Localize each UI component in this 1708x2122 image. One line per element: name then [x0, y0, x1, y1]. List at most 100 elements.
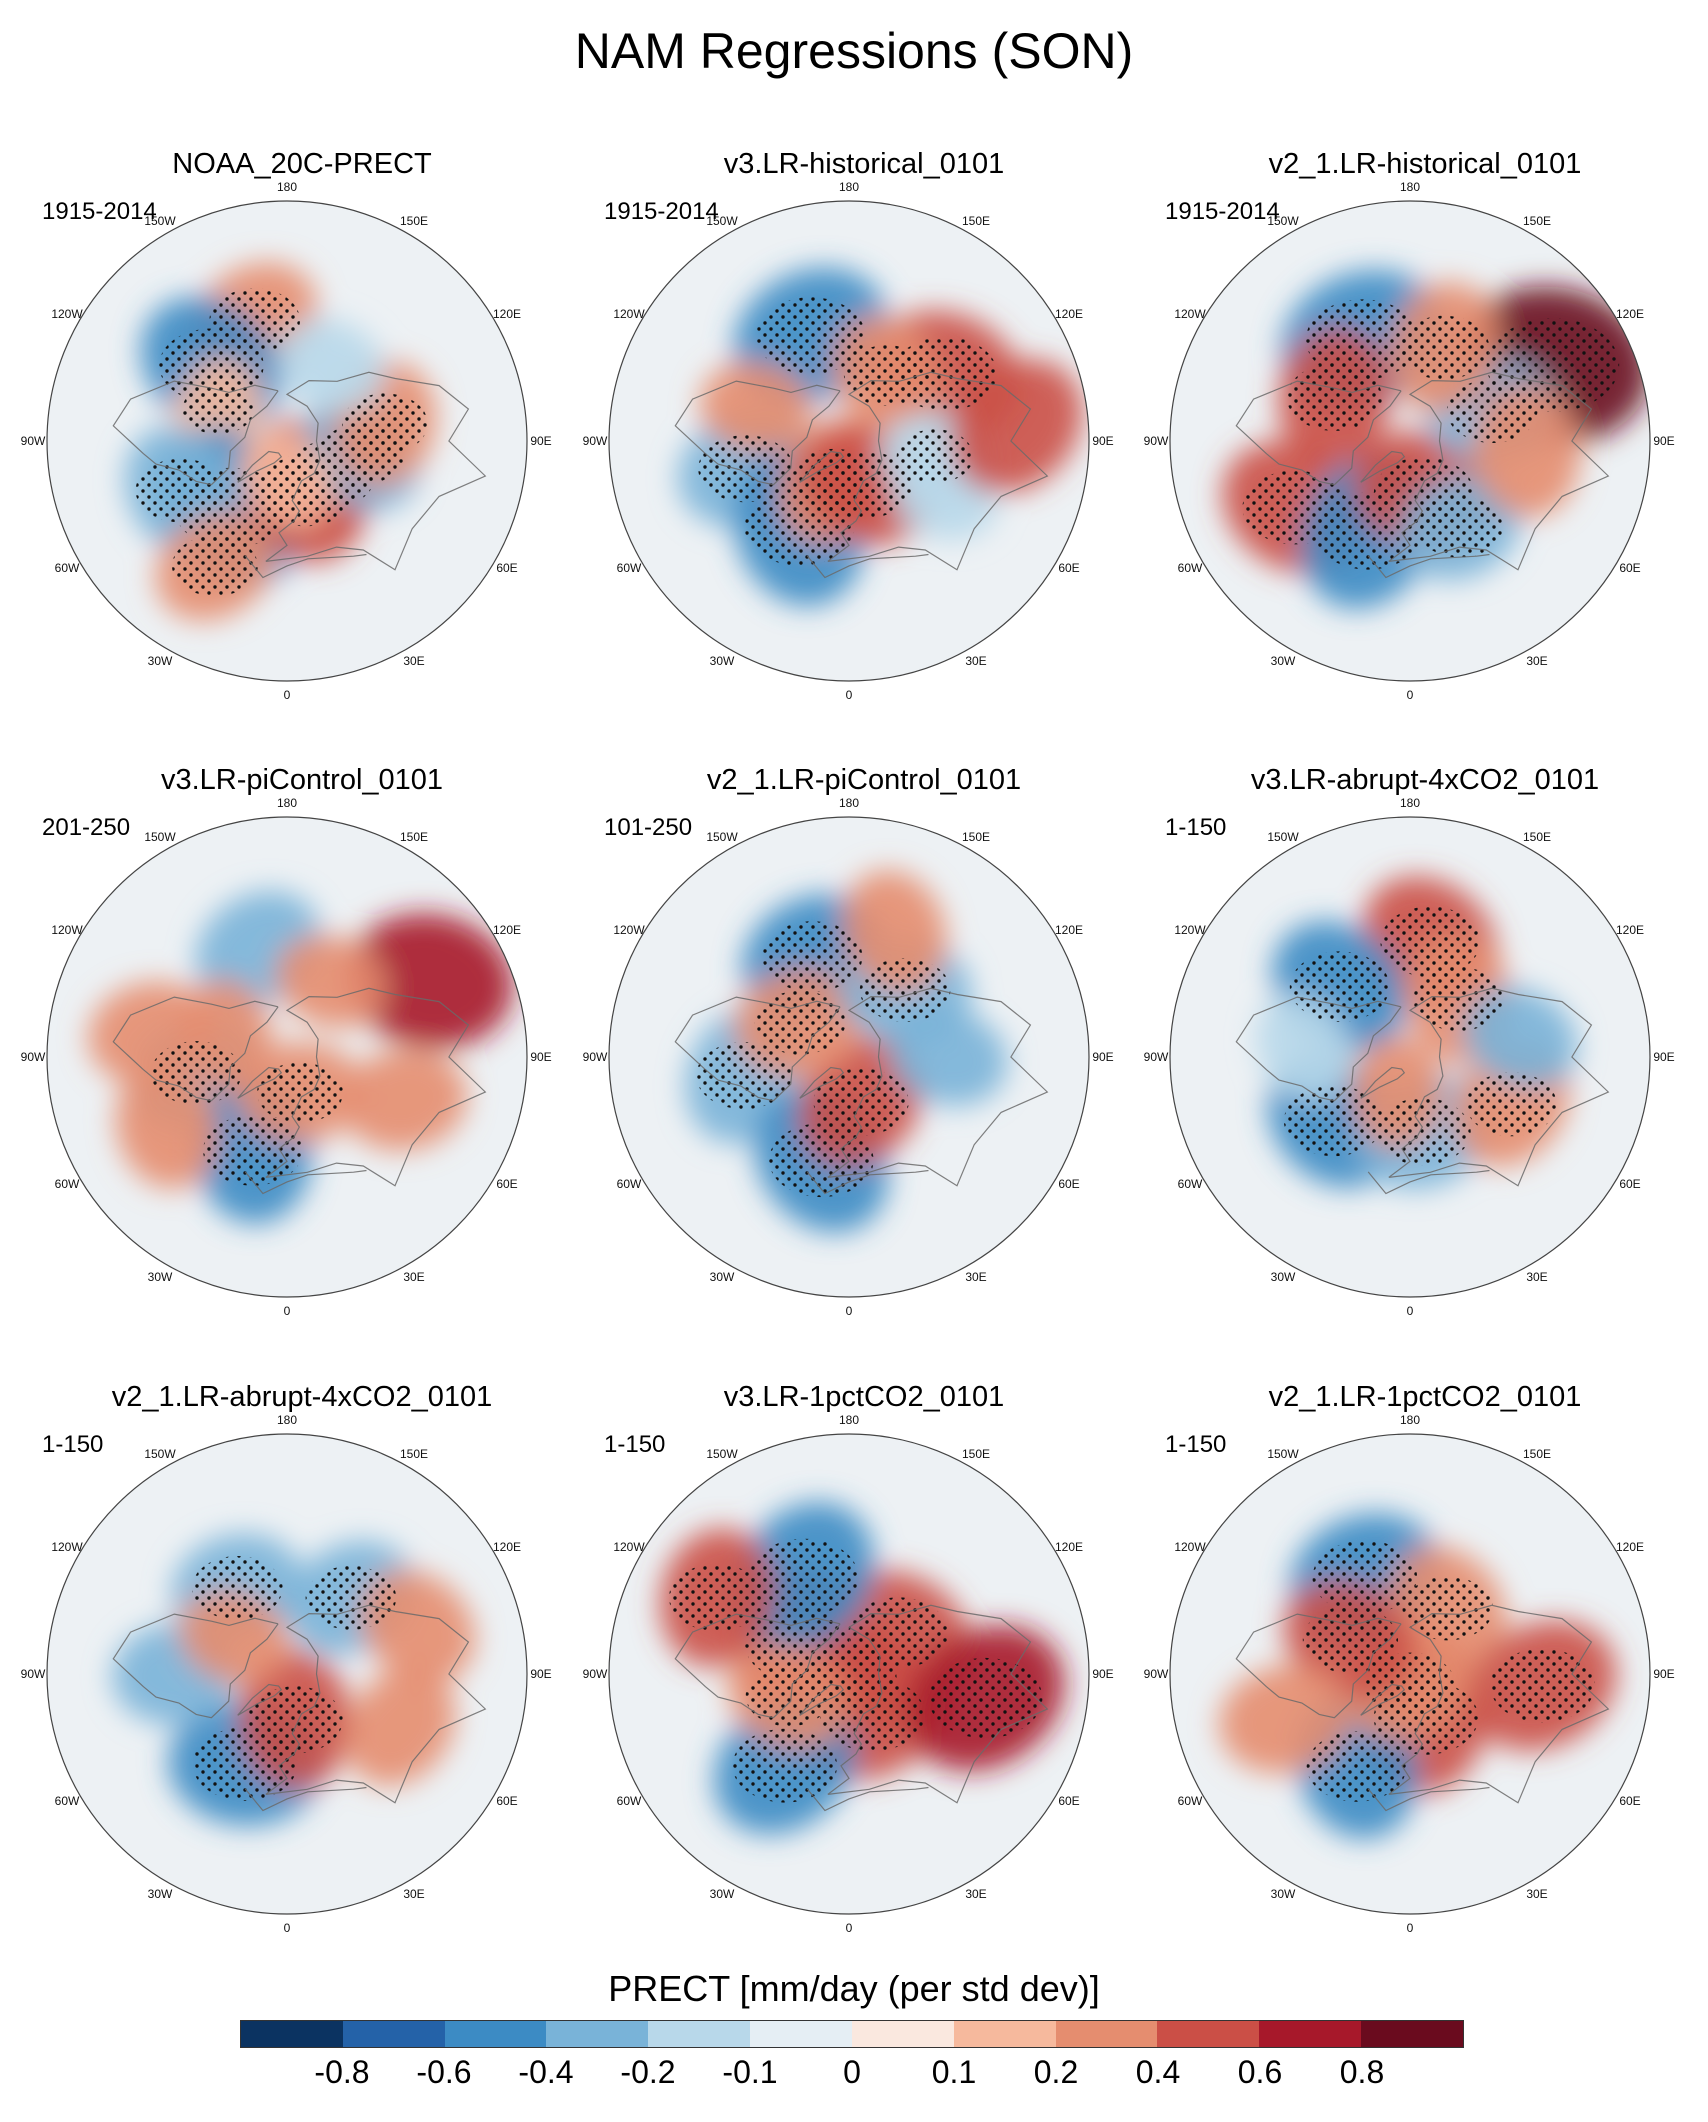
longitude-label: 60W [617, 1794, 642, 1808]
longitude-label: 90W [583, 1050, 608, 1064]
stippling [257, 1062, 343, 1123]
stippling [342, 393, 428, 454]
longitude-label: 90W [21, 1050, 46, 1064]
polar-map: 180 150E 120E 90E 60E 30E 0 30W 60W 90W 120W 150W [1144, 180, 1675, 702]
stippling [762, 921, 863, 992]
longitude-label: 90W [1144, 1667, 1169, 1681]
stippling [756, 297, 866, 375]
coastlines [1235, 1604, 1610, 1812]
stippling [1490, 1648, 1595, 1723]
period-label: 1-150 [42, 1431, 104, 1458]
longitude-label: 120W [1174, 923, 1206, 937]
colorbar-title: PRECT [mm/day (per std dev)] [608, 1968, 1100, 2009]
longitude-label: 30E [965, 654, 986, 668]
polar-map: 180 150E 120E 90E 60E 30E 0 30W 60W 90W 120W 150W [21, 180, 552, 702]
longitude-label: 180 [1400, 796, 1420, 810]
longitude-label: 120E [1616, 923, 1644, 937]
stippling [1283, 1085, 1384, 1157]
polar-map: 180 150E 120E 90E 60E 30E 0 30W 60W 90W 120W 150W [21, 1413, 552, 1935]
stippling [135, 458, 227, 523]
coastlines [674, 371, 1049, 579]
longitude-label: 180 [277, 180, 297, 194]
stippling [1416, 496, 1503, 558]
stippling [859, 958, 951, 1022]
polar-map: 180 150E 120E 90E 60E 30E 0 30W 60W 90W 120W 150W [21, 796, 552, 1318]
colorbar-tick: -0.6 [416, 2054, 472, 2090]
panel-title: v2_1.LR-historical_0101 [1268, 148, 1582, 180]
longitude-label: 60W [1178, 1177, 1203, 1191]
longitude-label: 0 [1407, 1304, 1414, 1318]
panel-title: v2_1.LR-1pctCO2_0101 [1268, 1381, 1582, 1413]
map-boundary [46, 1433, 528, 1915]
map-boundary [1169, 816, 1651, 1298]
colorbar-tick: 0.2 [1033, 2054, 1079, 2090]
colorbar-box [546, 2021, 649, 2047]
colorbar-box [1361, 2021, 1463, 2047]
longitude-label: 180 [277, 1413, 297, 1427]
longitude-label: 90W [1144, 1050, 1169, 1064]
stippling [192, 1556, 283, 1620]
coastline [827, 987, 1049, 1187]
longitude-label: 60E [496, 1177, 517, 1191]
colorbar-tick: -0.4 [518, 2054, 574, 2090]
stippling [172, 535, 258, 597]
colorbar-tick: 0.6 [1237, 2054, 1283, 2090]
longitude-label: 90E [1653, 434, 1674, 448]
longitude-label: 150E [1523, 1447, 1551, 1461]
longitude-label: 30E [403, 1270, 424, 1284]
longitude-label: 90W [21, 434, 46, 448]
map-panel: v2_1.LR-piControl_0101 180 150E 120E 90E 60E 3… [583, 764, 1134, 1324]
coastlines [112, 371, 487, 579]
longitude-label: 120E [1616, 1540, 1644, 1554]
longitude-label: 60W [55, 1177, 80, 1191]
period-label: 1-150 [604, 1431, 666, 1458]
colorbar-box [1055, 2021, 1158, 2047]
longitude-label: 30W [1271, 1270, 1296, 1284]
colorbar-box [1259, 2021, 1362, 2047]
coastline [1235, 996, 1402, 1102]
longitude-label: 150E [1523, 830, 1551, 844]
period-label: 1915-2014 [1165, 198, 1280, 225]
stippling [1413, 967, 1504, 1031]
coastline [237, 1066, 283, 1099]
longitude-label: 180 [839, 180, 859, 194]
stippling [696, 1042, 792, 1110]
longitude-label: 0 [1407, 688, 1414, 702]
stippling [749, 1538, 859, 1616]
period-label: 201-250 [42, 814, 131, 841]
longitude-label: 120W [1174, 1540, 1206, 1554]
longitude-label: 60W [1178, 1794, 1203, 1808]
longitude-label: 90E [530, 1050, 551, 1064]
colorbar-tick: -0.8 [314, 2054, 370, 2090]
longitude-label: 120E [493, 307, 521, 321]
coastline [1388, 1604, 1610, 1804]
stippling [820, 1677, 925, 1752]
anomaly-region [346, 913, 514, 1049]
stippling [1446, 379, 1538, 443]
longitude-label: 60E [1619, 1794, 1640, 1808]
colorbar-tick: 0.1 [931, 2054, 977, 2090]
colorbar [240, 2020, 1464, 2048]
longitude-label: 120E [493, 1540, 521, 1554]
longitude-label: 120W [613, 923, 645, 937]
longitude-label: 90W [583, 434, 608, 448]
longitude-label: 150W [1267, 214, 1299, 228]
map-panel: v2_1.LR-historical_0101 180 150E 120E 90E 60E… [1144, 148, 1695, 708]
longitude-label: 120W [613, 307, 645, 321]
longitude-label: 120W [613, 1540, 645, 1554]
map-panel: v3.LR-historical_0101 180 150E 120E 90E 60E 30… [583, 148, 1134, 708]
longitude-label: 180 [839, 796, 859, 810]
longitude-label: 30W [710, 1270, 735, 1284]
map-boundary [608, 200, 1090, 682]
longitude-label: 90E [1092, 434, 1113, 448]
period-label: 1-150 [1165, 1431, 1227, 1458]
colorbar-box [750, 2021, 852, 2047]
stippling [817, 451, 913, 519]
coastline [112, 380, 279, 486]
stippling [1305, 299, 1420, 380]
longitude-label: 90W [583, 1667, 608, 1681]
coastline [265, 371, 487, 571]
colorbar-tick: 0.4 [1135, 2054, 1181, 2090]
coastline [1235, 380, 1402, 486]
colorbar-tick: 0 [843, 2054, 861, 2090]
